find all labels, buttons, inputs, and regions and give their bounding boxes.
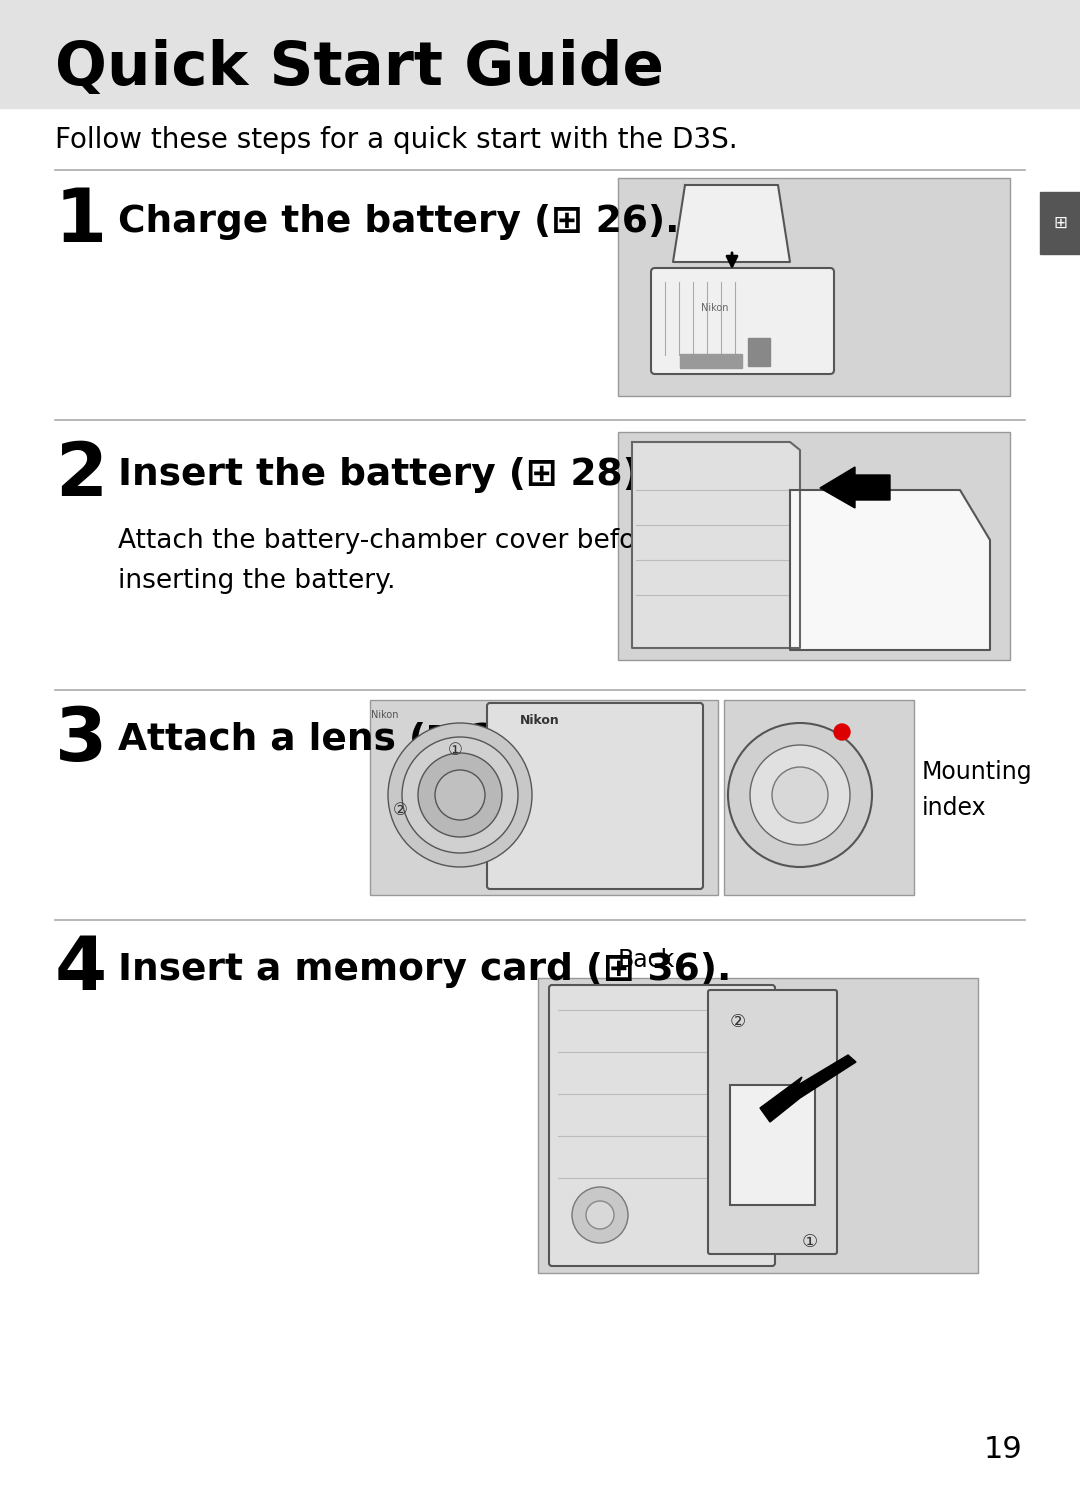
Circle shape	[772, 767, 828, 823]
Bar	[724, 700, 914, 895]
Circle shape	[834, 724, 850, 740]
Text: Back: Back	[618, 948, 675, 972]
Bar	[618, 178, 1010, 395]
Text: Nikon: Nikon	[521, 713, 559, 727]
FancyBboxPatch shape	[651, 267, 834, 374]
FancyBboxPatch shape	[549, 985, 775, 1266]
Text: ①: ①	[802, 1233, 818, 1251]
Text: Insert the battery (⊞ 28).: Insert the battery (⊞ 28).	[118, 458, 654, 493]
Bar	[618, 432, 1010, 660]
Text: Insert a memory card (⊞ 36).: Insert a memory card (⊞ 36).	[118, 953, 731, 988]
Bar	[680, 354, 742, 369]
Text: ①: ①	[447, 742, 462, 759]
Text: Follow these steps for a quick start with the D3S.: Follow these steps for a quick start wit…	[55, 126, 738, 155]
Text: ②: ②	[392, 801, 407, 819]
Circle shape	[586, 1201, 615, 1229]
Text: Attach the battery-chamber cover before: Attach the battery-chamber cover before	[118, 528, 662, 554]
Polygon shape	[673, 184, 789, 262]
Polygon shape	[789, 490, 990, 649]
Text: Nikon: Nikon	[701, 303, 729, 314]
Circle shape	[750, 744, 850, 846]
Text: 3: 3	[55, 703, 107, 777]
Text: Mounting
index: Mounting index	[922, 761, 1032, 820]
Polygon shape	[632, 441, 800, 648]
Bar	[1040, 192, 1080, 254]
Text: 1: 1	[55, 186, 107, 259]
Text: 2: 2	[55, 438, 107, 511]
Circle shape	[572, 1187, 627, 1242]
Polygon shape	[760, 1055, 856, 1122]
Bar	[538, 978, 978, 1274]
Text: Charge the battery (⊞ 26).: Charge the battery (⊞ 26).	[118, 204, 679, 241]
FancyBboxPatch shape	[487, 703, 703, 889]
Bar	[0, 0, 1080, 108]
Text: inserting the battery.: inserting the battery.	[118, 568, 395, 594]
Bar	[748, 337, 770, 366]
Text: Attach a lens (⊞ 31).: Attach a lens (⊞ 31).	[118, 722, 554, 758]
Text: Quick Start Guide: Quick Start Guide	[55, 39, 664, 98]
FancyBboxPatch shape	[708, 990, 837, 1254]
Circle shape	[418, 753, 502, 837]
Bar	[730, 1085, 815, 1205]
Bar	[370, 700, 718, 895]
Circle shape	[388, 724, 532, 866]
Circle shape	[435, 770, 485, 820]
Text: 4: 4	[55, 933, 107, 1006]
Text: ⊞: ⊞	[1053, 214, 1067, 232]
Polygon shape	[820, 467, 890, 508]
Circle shape	[728, 724, 872, 866]
Circle shape	[402, 737, 518, 853]
Text: Nikon: Nikon	[372, 710, 399, 721]
Text: 19: 19	[983, 1435, 1022, 1465]
Text: ②: ②	[730, 1013, 746, 1031]
